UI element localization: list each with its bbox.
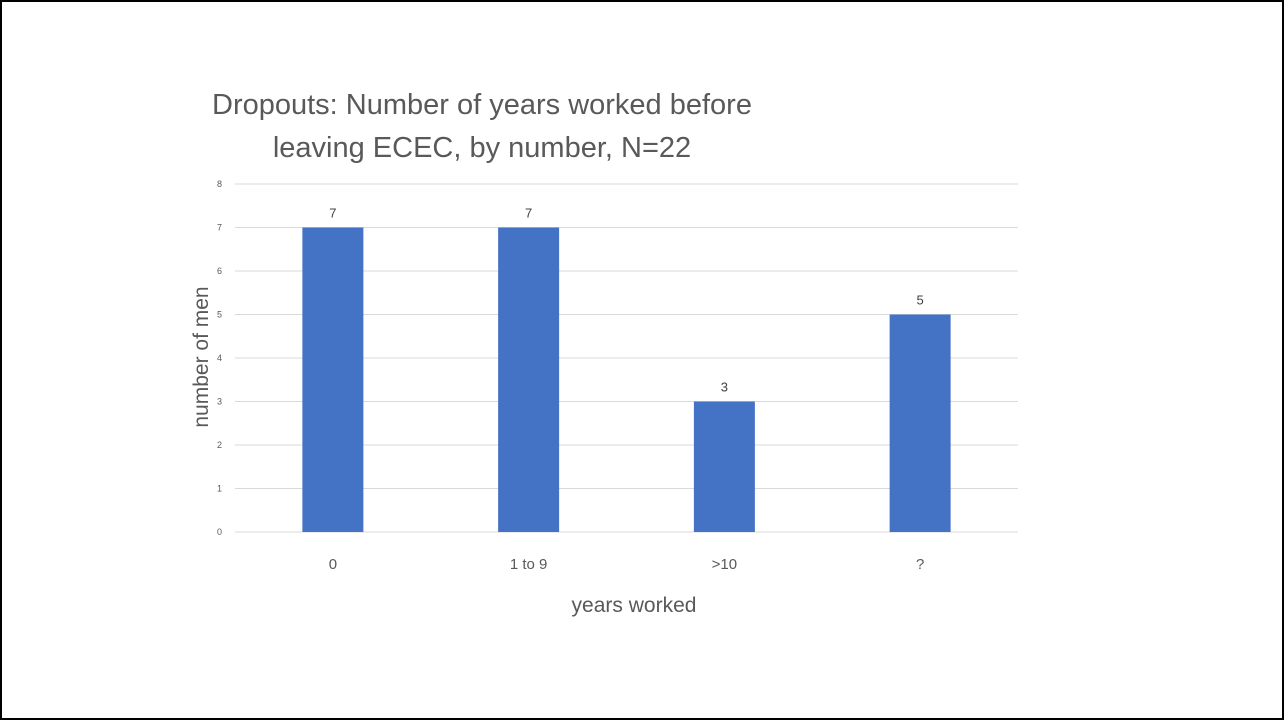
y-axis-title: number of men <box>190 286 213 427</box>
data-labels: 7 7 3 5 <box>329 206 923 395</box>
y-tick-label: 0 <box>217 527 222 537</box>
bar <box>498 227 560 532</box>
y-tick-label: 4 <box>217 353 222 363</box>
y-tick-label: 5 <box>217 310 222 320</box>
chart-title-line-2: leaving ECEC, by number, N=22 <box>272 132 692 164</box>
y-axis-ticks: 0 1 2 3 4 5 6 7 8 <box>217 179 222 537</box>
bar-data-label: 7 <box>329 206 336 221</box>
y-tick-label: 1 <box>217 484 222 494</box>
y-tick-label: 8 <box>217 179 222 189</box>
y-tick-label: 2 <box>217 440 222 450</box>
bar <box>889 314 951 532</box>
gridlines <box>235 183 1018 533</box>
x-category-label: ? <box>916 556 924 573</box>
x-axis-categories: 0 1 to 9 >10? <box>329 556 925 573</box>
y-tick-label: 3 <box>217 397 222 407</box>
x-category-label: 0 <box>329 556 337 573</box>
bar <box>693 401 755 532</box>
y-tick-label: 6 <box>217 266 222 276</box>
y-tick-label: 7 <box>217 223 222 233</box>
chart-title: Dropouts: Number of years worked before … <box>202 84 762 170</box>
bar-data-label: 3 <box>721 380 728 395</box>
bar <box>302 227 364 532</box>
x-category-label: 1 to 9 <box>510 556 548 573</box>
bar-data-label: 5 <box>917 293 924 308</box>
bar-data-label: 7 <box>525 206 532 221</box>
x-category-label: >10 <box>712 556 737 573</box>
chart-title-line-1: Dropouts: Number of years worked before <box>212 89 752 121</box>
bars <box>302 227 951 532</box>
x-axis-title: years worked <box>572 594 697 617</box>
